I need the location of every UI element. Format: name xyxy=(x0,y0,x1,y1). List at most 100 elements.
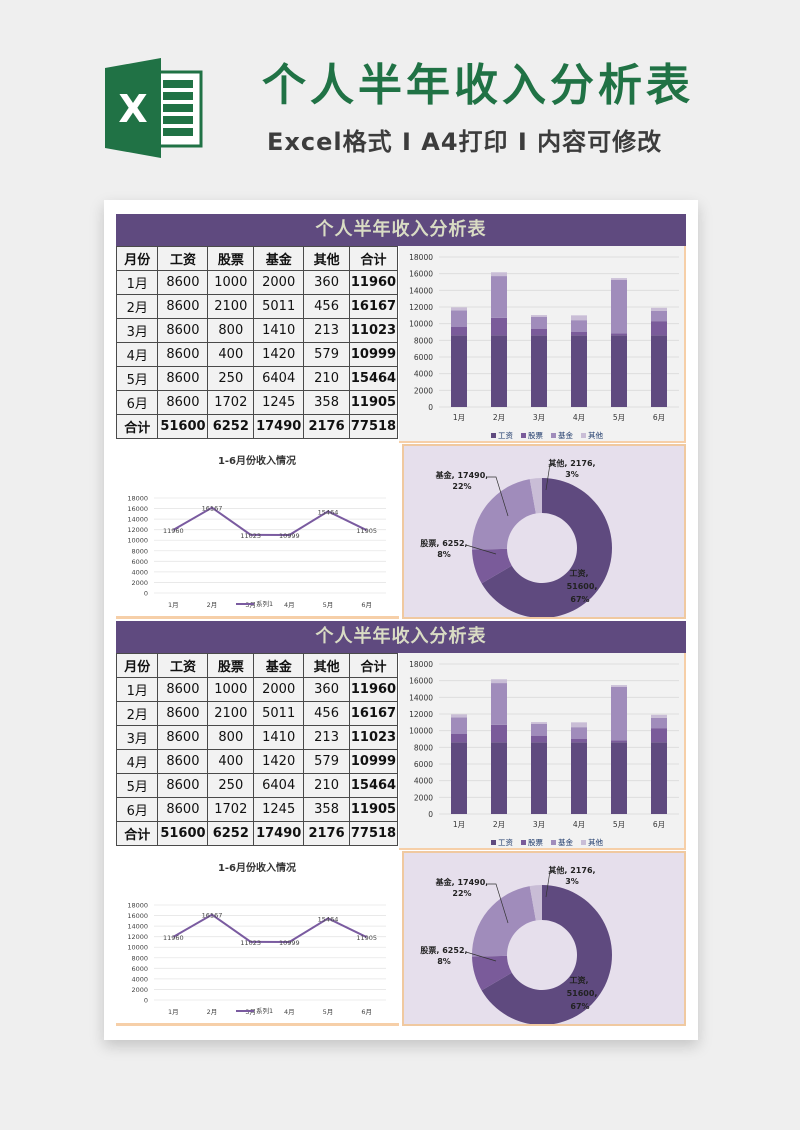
y-tick-label: 10000 xyxy=(409,320,433,329)
value-cell[interactable]: 213 xyxy=(303,725,350,750)
value-cell[interactable]: 10999 xyxy=(348,342,399,367)
value-cell[interactable]: 2100 xyxy=(207,701,255,726)
month-cell[interactable]: 5月 xyxy=(115,773,159,798)
value-cell[interactable]: 11960 xyxy=(348,270,399,295)
value-cell[interactable]: 2000 xyxy=(253,677,305,702)
total-cell[interactable]: 2176 xyxy=(303,821,350,846)
total-cell[interactable]: 77518 xyxy=(348,414,399,439)
month-cell[interactable]: 3月 xyxy=(115,318,159,343)
value-cell[interactable]: 8600 xyxy=(157,677,209,702)
value-cell[interactable]: 250 xyxy=(207,773,255,798)
value-cell[interactable]: 8600 xyxy=(157,366,209,391)
month-cell[interactable]: 3月 xyxy=(115,725,159,750)
donut-slice xyxy=(472,548,512,584)
value-cell[interactable]: 8600 xyxy=(157,701,209,726)
value-cell[interactable]: 1702 xyxy=(207,390,255,415)
total-cell[interactable]: 17490 xyxy=(253,821,305,846)
value-cell[interactable]: 15464 xyxy=(348,773,399,798)
column-header: 股票 xyxy=(207,653,255,678)
value-cell[interactable]: 1245 xyxy=(253,390,305,415)
value-cell[interactable]: 8600 xyxy=(157,773,209,798)
x-tick-label: 6月 xyxy=(361,1008,372,1016)
month-cell[interactable]: 4月 xyxy=(115,749,159,774)
value-cell[interactable]: 250 xyxy=(207,366,255,391)
line-chart[interactable]: 1-6月份收入情况 0 2000 4000 6000 8000 10000 12000 1400… xyxy=(116,849,399,1026)
total-cell[interactable]: 77518 xyxy=(348,821,399,846)
value-cell[interactable]: 16167 xyxy=(348,701,399,726)
donut-chart[interactable]: 工资, 51600, 67% 股票, 6252, 8% 基金, 17490, 22% 其他, … xyxy=(402,444,686,619)
total-cell[interactable]: 6252 xyxy=(207,414,255,439)
month-cell[interactable]: 2月 xyxy=(115,701,159,726)
value-cell[interactable]: 8600 xyxy=(157,725,209,750)
value-cell[interactable]: 5011 xyxy=(253,701,305,726)
value-cell[interactable]: 800 xyxy=(207,725,255,750)
line-chart[interactable]: 1-6月份收入情况 0 2000 4000 6000 8000 10000 12000 1400… xyxy=(116,442,399,619)
value-cell[interactable]: 5011 xyxy=(253,294,305,319)
total-cell[interactable]: 合计 xyxy=(115,821,159,846)
stacked-bar-chart[interactable]: 0 2000 4000 6000 8000 10000 12000 14000 16000 180… xyxy=(399,653,686,850)
total-cell[interactable]: 6252 xyxy=(207,821,255,846)
value-cell[interactable]: 1000 xyxy=(207,677,255,702)
value-cell[interactable]: 1245 xyxy=(253,797,305,822)
value-cell[interactable]: 360 xyxy=(303,270,350,295)
value-cell[interactable]: 2100 xyxy=(207,294,255,319)
value-cell[interactable]: 8600 xyxy=(157,342,209,367)
value-cell[interactable]: 11905 xyxy=(348,797,399,822)
value-cell[interactable]: 360 xyxy=(303,677,350,702)
value-cell[interactable]: 579 xyxy=(303,342,350,367)
value-cell[interactable]: 11905 xyxy=(348,390,399,415)
x-tick-label: 6月 xyxy=(653,413,665,422)
month-cell[interactable]: 5月 xyxy=(115,366,159,391)
month-cell[interactable]: 6月 xyxy=(115,390,159,415)
value-cell[interactable]: 358 xyxy=(303,797,350,822)
month-cell[interactable]: 1月 xyxy=(115,270,159,295)
value-cell[interactable]: 11960 xyxy=(348,677,399,702)
donut-slice xyxy=(472,886,536,957)
value-cell[interactable]: 1410 xyxy=(253,725,305,750)
value-cell[interactable]: 800 xyxy=(207,318,255,343)
value-cell[interactable]: 1000 xyxy=(207,270,255,295)
value-cell[interactable]: 8600 xyxy=(157,797,209,822)
donut-slice xyxy=(472,479,536,550)
value-cell[interactable]: 1410 xyxy=(253,318,305,343)
total-cell[interactable]: 51600 xyxy=(157,414,209,439)
value-cell[interactable]: 1420 xyxy=(253,749,305,774)
total-cell[interactable]: 51600 xyxy=(157,821,209,846)
stacked-bar-chart[interactable]: 0 2000 4000 6000 8000 10000 12000 14000 16000 180… xyxy=(399,246,686,443)
donut-chart[interactable]: 工资, 51600, 67% 股票, 6252, 8% 基金, 17490, 22% 其他, … xyxy=(402,851,686,1026)
total-cell[interactable]: 2176 xyxy=(303,414,350,439)
value-cell[interactable]: 15464 xyxy=(348,366,399,391)
value-cell[interactable]: 456 xyxy=(303,294,350,319)
total-cell[interactable]: 17490 xyxy=(253,414,305,439)
value-cell[interactable]: 8600 xyxy=(157,270,209,295)
month-cell[interactable]: 1月 xyxy=(115,677,159,702)
value-cell[interactable]: 8600 xyxy=(157,749,209,774)
value-cell[interactable]: 8600 xyxy=(157,390,209,415)
value-cell[interactable]: 358 xyxy=(303,390,350,415)
month-cell[interactable]: 2月 xyxy=(115,294,159,319)
value-cell[interactable]: 210 xyxy=(303,773,350,798)
value-cell[interactable]: 8600 xyxy=(157,318,209,343)
value-cell[interactable]: 2000 xyxy=(253,270,305,295)
value-cell[interactable]: 11023 xyxy=(348,725,399,750)
value-cell[interactable]: 1420 xyxy=(253,342,305,367)
value-cell[interactable]: 210 xyxy=(303,366,350,391)
value-cell[interactable]: 400 xyxy=(207,749,255,774)
value-cell[interactable]: 11023 xyxy=(348,318,399,343)
month-cell[interactable]: 4月 xyxy=(115,342,159,367)
bar-segment xyxy=(611,278,627,280)
value-cell[interactable]: 1702 xyxy=(207,797,255,822)
value-cell[interactable]: 6404 xyxy=(253,366,305,391)
month-cell[interactable]: 6月 xyxy=(115,797,159,822)
value-cell[interactable]: 8600 xyxy=(157,294,209,319)
x-tick-label: 2月 xyxy=(493,820,505,829)
value-cell[interactable]: 213 xyxy=(303,318,350,343)
value-cell[interactable]: 6404 xyxy=(253,773,305,798)
value-cell[interactable]: 579 xyxy=(303,749,350,774)
bar-segment xyxy=(651,321,667,336)
value-cell[interactable]: 456 xyxy=(303,701,350,726)
value-cell[interactable]: 10999 xyxy=(348,749,399,774)
value-cell[interactable]: 400 xyxy=(207,342,255,367)
total-cell[interactable]: 合计 xyxy=(115,414,159,439)
value-cell[interactable]: 16167 xyxy=(348,294,399,319)
